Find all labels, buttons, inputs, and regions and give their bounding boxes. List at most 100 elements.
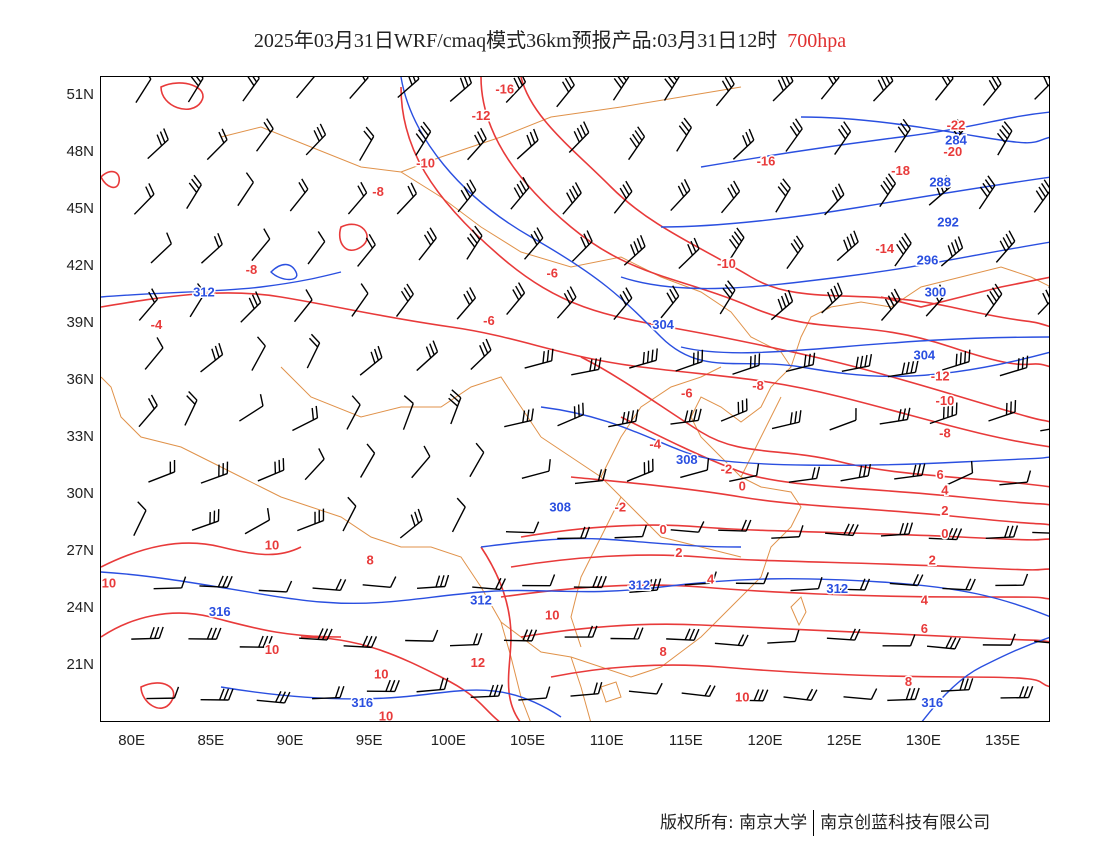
company-name: 南京创蓝科技有限公司 xyxy=(820,813,991,833)
latitude-label: 42N xyxy=(66,257,94,274)
wind-barb xyxy=(880,288,901,321)
wind-barb xyxy=(200,461,229,484)
wind-barb xyxy=(824,183,845,216)
wind-barb xyxy=(305,123,327,156)
temperature-contour-label: 8 xyxy=(367,553,374,568)
mongolia-border xyxy=(400,86,742,173)
wind-barb xyxy=(562,182,582,215)
wind-barb xyxy=(670,408,702,425)
height-contour-label: 284 xyxy=(945,133,967,148)
temperature-contour-label: 0 xyxy=(739,479,746,494)
isohypse-line xyxy=(660,176,1049,228)
temperature-contour-label: -22 xyxy=(947,118,966,133)
isotherm-line xyxy=(101,612,342,638)
isohypse-line xyxy=(101,571,1049,617)
wind-barb xyxy=(144,337,164,370)
temperature-contour-label: -12 xyxy=(472,108,491,123)
wind-barb xyxy=(929,402,958,425)
longitude-label: 130E xyxy=(905,732,941,749)
wind-barb xyxy=(449,77,473,102)
isohypse-line xyxy=(270,263,298,281)
wind-barb xyxy=(251,228,271,262)
height-contour-label: 292 xyxy=(937,214,959,229)
wind-barb xyxy=(138,288,159,321)
wind-barb xyxy=(1040,428,1049,432)
wind-barb xyxy=(349,77,369,100)
wind-barb xyxy=(188,627,222,640)
wind-barb xyxy=(346,395,361,430)
wind-barb xyxy=(150,232,172,264)
wind-barb xyxy=(397,77,420,99)
isohypse-line xyxy=(620,241,1049,290)
wind-barb xyxy=(772,77,794,102)
isohypse-line xyxy=(540,406,1049,466)
wind-barb xyxy=(999,470,1032,486)
wind-barb xyxy=(613,180,633,214)
wind-barb xyxy=(894,463,926,480)
wind-barb xyxy=(312,685,345,700)
wind-barb xyxy=(138,394,158,428)
temperature-contour-label: 12 xyxy=(471,655,485,670)
wind-barb xyxy=(928,175,951,206)
wind-barb xyxy=(821,282,843,314)
wind-barb xyxy=(399,508,423,539)
wind-barb xyxy=(887,360,919,378)
isotherm-line xyxy=(101,170,121,189)
wind-barb xyxy=(720,398,748,422)
temperature-contour-label: -8 xyxy=(372,184,384,199)
wind-barb xyxy=(608,409,639,428)
wind-barb xyxy=(306,333,321,369)
wind-barb xyxy=(942,578,976,591)
wind-barb xyxy=(1034,77,1049,100)
wind-barb xyxy=(359,345,383,376)
wind-barb xyxy=(258,580,293,593)
temperature-contour-label: -10 xyxy=(416,156,435,171)
wind-barb xyxy=(984,283,1003,318)
isohypse-line xyxy=(921,636,1049,721)
wind-barb xyxy=(200,342,224,373)
wind-barb xyxy=(415,121,432,156)
taiwan-outline xyxy=(790,596,807,627)
title-level: 700hpa xyxy=(787,30,847,52)
wind-barb xyxy=(564,625,598,638)
height-contour-label: 312 xyxy=(193,285,215,300)
wind-barb xyxy=(629,348,658,369)
wind-barb xyxy=(770,289,794,321)
isohypse-line xyxy=(700,111,1049,168)
wind-barb xyxy=(684,571,717,586)
japan-outline xyxy=(890,266,1049,308)
temperature-contour-label: 8 xyxy=(905,674,912,689)
wind-barb xyxy=(133,501,147,536)
wind-barb xyxy=(307,231,326,265)
temperature-contour-label: 2 xyxy=(941,503,948,518)
wind-barb xyxy=(135,77,152,103)
wind-barb xyxy=(191,509,220,532)
wind-barb xyxy=(292,405,319,432)
height-contour-label: 304 xyxy=(913,347,935,362)
isotherm-line xyxy=(520,524,1049,541)
wind-barb xyxy=(402,395,414,430)
wind-barb xyxy=(670,179,691,212)
wind-barb xyxy=(456,287,477,320)
temperature-contour-label: -10 xyxy=(717,256,736,271)
wind-barb xyxy=(978,175,996,210)
wind-barb xyxy=(467,127,487,161)
temperature-contour-label: -20 xyxy=(943,144,962,159)
wind-barb xyxy=(982,77,1002,106)
isotherm-line xyxy=(339,223,368,251)
wind-barb xyxy=(628,126,646,161)
temperature-contour-label: 0 xyxy=(941,526,948,541)
title-main: 2025年03月31日WRF/cmaq模式36km预报产品:03月31日12时 xyxy=(253,30,778,52)
longitude-label: 115E xyxy=(668,732,703,749)
wind-barb xyxy=(343,635,378,649)
wind-barb xyxy=(681,684,716,698)
wind-barb xyxy=(995,230,1016,263)
wind-barb xyxy=(448,389,462,425)
wind-barb xyxy=(941,678,974,692)
weather-map[interactable]: -16 -12 -10 -8 -8 -4 -6 -6 -10 -16 -18 -22 -20 -14 -12… xyxy=(100,76,1050,722)
wind-barb xyxy=(1034,640,1049,644)
temperature-contour-label: -8 xyxy=(939,425,951,440)
height-contour-label: 300 xyxy=(925,285,947,300)
wind-barb xyxy=(411,445,431,479)
wind-barb xyxy=(470,338,492,371)
